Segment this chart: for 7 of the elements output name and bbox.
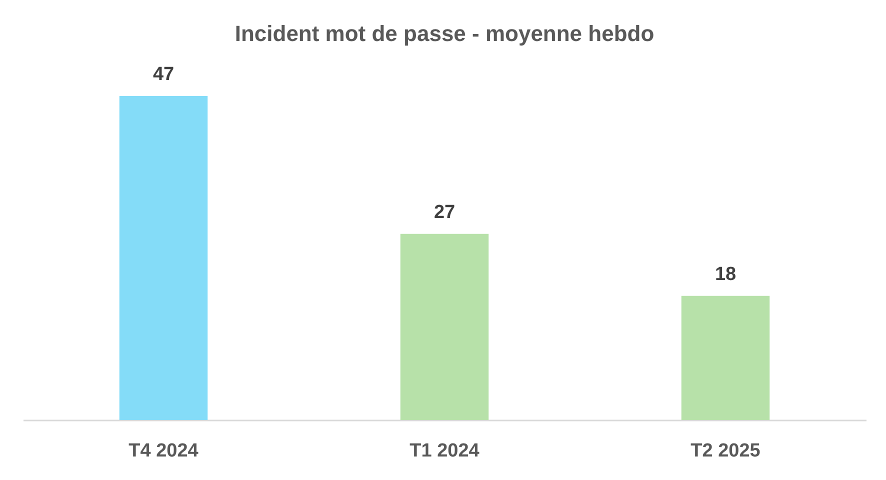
data-label: 27 [434,202,456,223]
data-label: 18 [714,264,736,285]
x-tick-label: T2 2025 [690,440,761,462]
x-tick-label: T1 2024 [410,440,480,462]
data-label: 47 [152,64,174,85]
chart-title: Incident mot de passe - moyenne hebdo [234,21,654,46]
x-tick-label: T4 2024 [128,440,199,462]
